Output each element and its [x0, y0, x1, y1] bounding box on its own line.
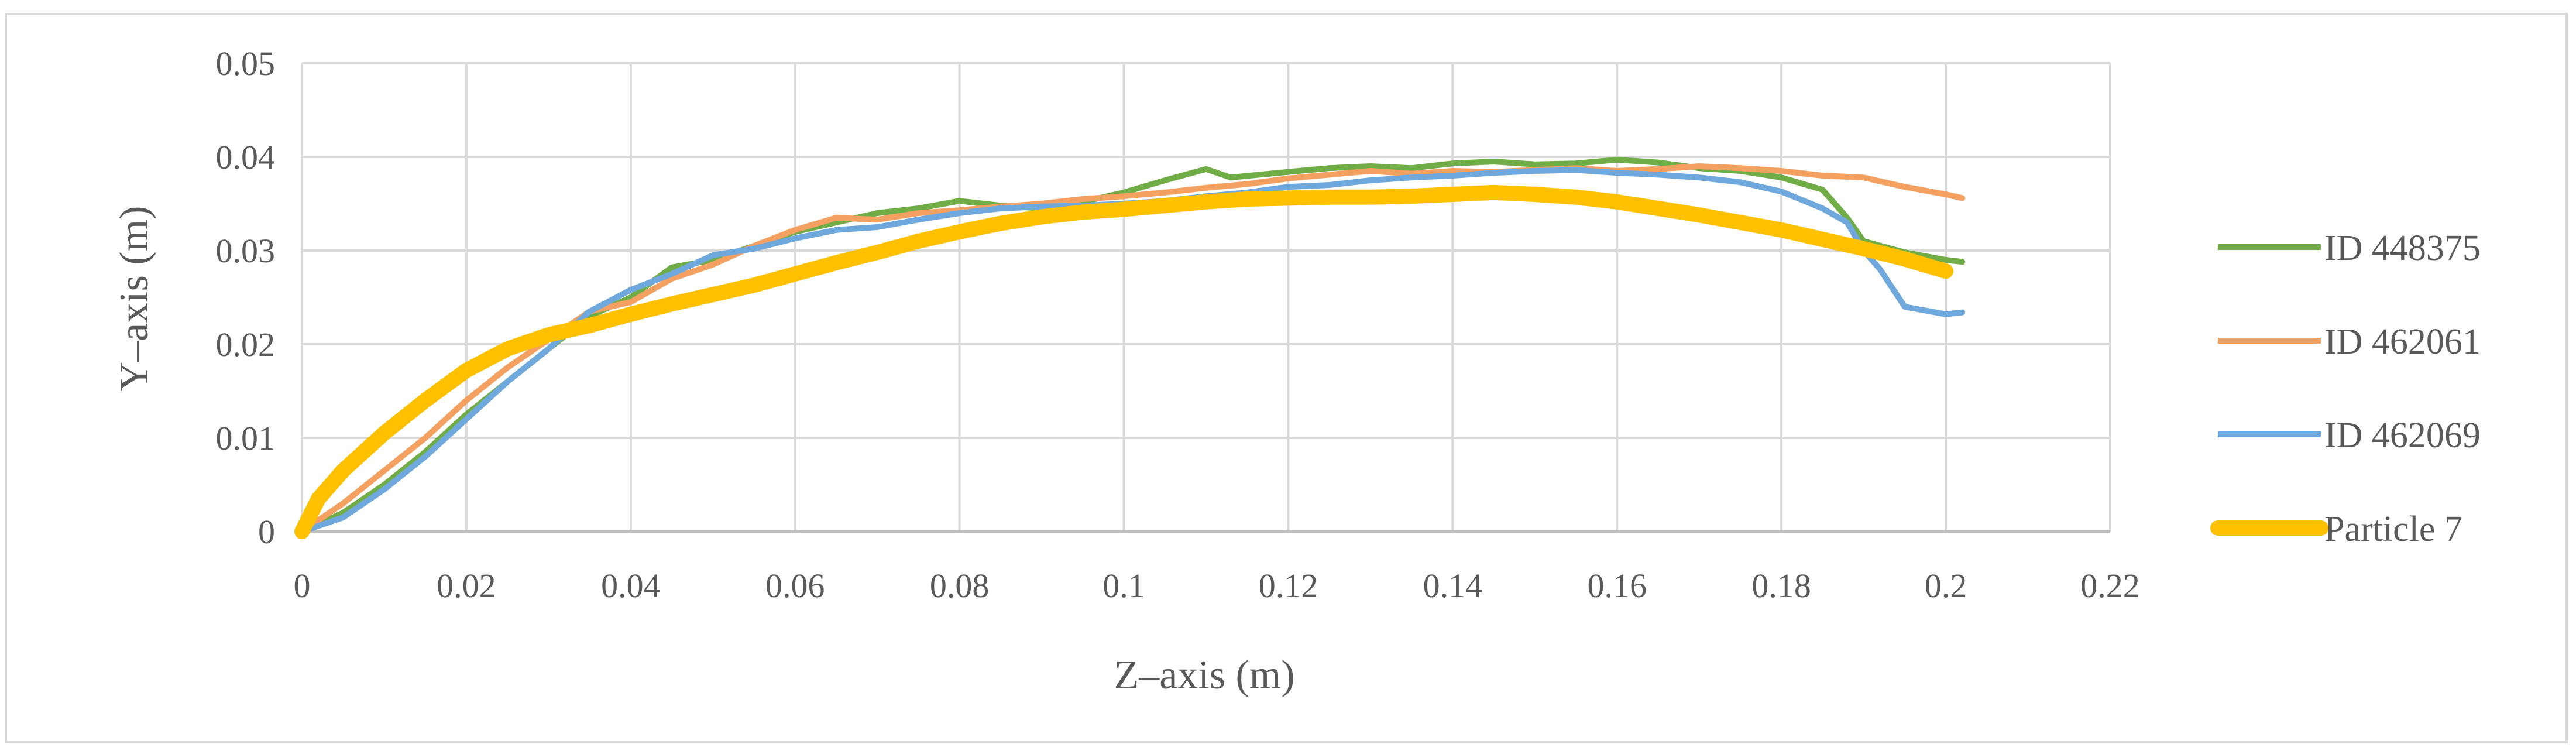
legend-item: ID 462069	[2218, 416, 2481, 455]
x-axis-title: Z–axis (m)	[1114, 653, 1294, 698]
y-tick-label: 0.03	[216, 232, 276, 270]
x-tick-label: 0.22	[2080, 567, 2140, 605]
x-tick-label: 0.14	[1423, 567, 1483, 605]
series-line-particle-7	[294, 184, 1954, 539]
x-tick-label: 0.16	[1588, 567, 1647, 605]
x-tick-label: 0.2	[1925, 567, 1967, 605]
x-tick-label: 0	[294, 567, 311, 605]
x-tick-label: 0.02	[437, 567, 496, 605]
y-tick-label: 0.04	[216, 138, 276, 176]
x-tick-label: 0.18	[1751, 567, 1811, 605]
legend-item: ID 462061	[2218, 322, 2481, 362]
legend-label: Particle 7	[2324, 509, 2462, 549]
x-tick-label: 0.04	[601, 567, 661, 605]
legend-item: ID 448375	[2218, 228, 2481, 268]
x-tick-label: 0.1	[1102, 567, 1145, 605]
legend: ID 448375 ID 462061 ID 462069 Particle 7	[2210, 228, 2481, 549]
tick-labels: 0 0.01 0.02 0.03 0.04 0.05 0 0.02 0.04 0.06 0.08 0.…	[216, 44, 2140, 605]
y-tick-label: 0.01	[216, 419, 276, 457]
x-tick-label: 0.12	[1259, 567, 1318, 605]
legend-label: ID 462061	[2324, 322, 2481, 362]
legend-item: Particle 7	[2210, 509, 2462, 549]
series-lines	[294, 156, 1966, 539]
x-tick-label: 0.06	[765, 567, 825, 605]
y-tick-label: 0.02	[216, 325, 276, 364]
legend-label: ID 448375	[2324, 228, 2481, 268]
legend-label: ID 462069	[2324, 416, 2481, 455]
y-axis-title: Y–axis (m)	[112, 206, 157, 392]
x-tick-label: 0.08	[930, 567, 990, 605]
gridlines	[301, 62, 2111, 533]
y-tick-label: 0.05	[216, 44, 276, 83]
y-tick-label: 0	[258, 513, 275, 551]
chart-frame	[5, 13, 2568, 743]
